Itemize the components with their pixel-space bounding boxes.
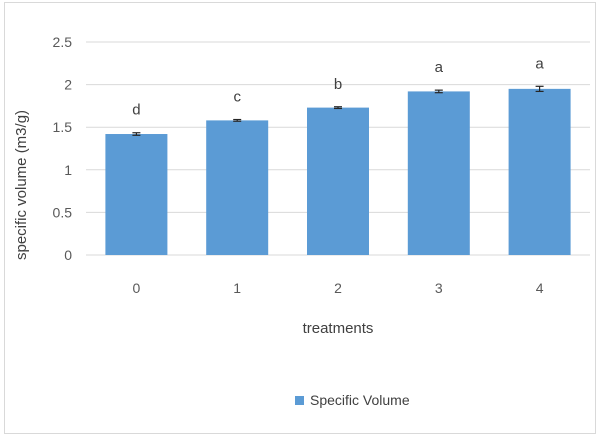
bar <box>508 88 571 255</box>
y-tick-label: 0 <box>64 247 72 263</box>
x-tick-label: 3 <box>435 280 443 296</box>
significance-label: a <box>535 55 544 72</box>
significance-label: c <box>233 89 241 106</box>
y-axis-ticks: 0 0.5 1 1.5 2 2.5 <box>53 34 73 263</box>
y-tick-label: 0.5 <box>53 204 73 220</box>
y-axis-title: specific volume (m3/g) <box>13 110 30 260</box>
significance-label: b <box>334 76 342 93</box>
bar <box>105 134 168 255</box>
significance-label: a <box>435 59 444 76</box>
chart-frame <box>4 2 596 434</box>
x-axis-ticks: 0 1 2 3 4 <box>133 280 544 296</box>
y-tick-label: 2.5 <box>53 34 73 50</box>
x-tick-label: 1 <box>233 280 241 296</box>
gridlines <box>86 41 590 256</box>
x-tick-label: 0 <box>133 280 141 296</box>
significance-label: d <box>132 102 140 119</box>
bar <box>407 91 470 255</box>
legend-swatch <box>295 396 304 405</box>
legend: Specific Volume <box>295 392 410 408</box>
legend-label: Specific Volume <box>310 392 410 408</box>
bars: d c b a a <box>105 55 571 255</box>
y-tick-label: 1.5 <box>53 119 73 135</box>
bar <box>307 107 369 255</box>
y-tick-label: 1 <box>64 162 72 178</box>
x-axis-title: treatments <box>303 320 374 337</box>
y-tick-label: 2 <box>64 77 72 93</box>
x-tick-label: 2 <box>334 280 342 296</box>
bar <box>206 120 269 255</box>
x-tick-label: 4 <box>536 280 544 296</box>
